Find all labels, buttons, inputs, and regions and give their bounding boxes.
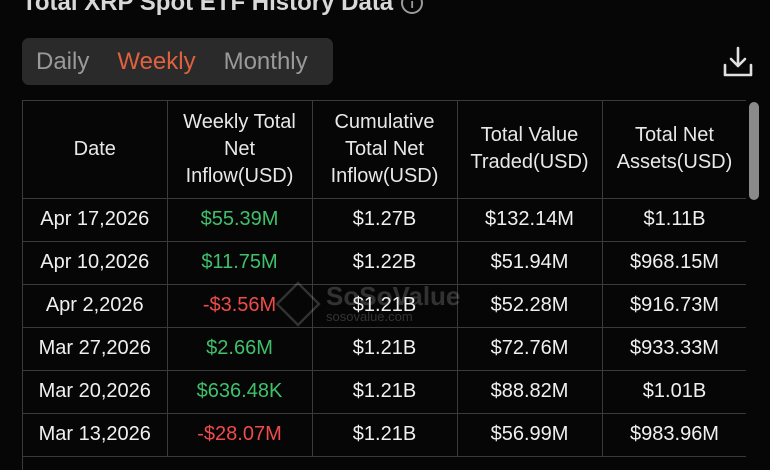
table-row: Mar 27,2026 $2.66M $1.21B $72.76M $933.3… <box>23 327 746 371</box>
history-table: Date Weekly Total Net Inflow(USD) Cumula… <box>22 100 746 470</box>
table-row: Mar 13,2026 -$28.07M $1.21B $56.99M $983… <box>23 413 746 457</box>
info-icon[interactable]: i <box>401 0 424 14</box>
title-row: Total XRP Spot ETF History Data i <box>22 0 424 18</box>
cell-net-assets: $968.15M <box>602 241 746 285</box>
cell-value-traded: $51.94M <box>457 241 603 285</box>
cell-date: Apr 10,2026 <box>23 241 168 285</box>
table-row: Apr 17,2026 $55.39M $1.27B $132.14M $1.1… <box>23 198 746 242</box>
cell-value-traded: $132.14M <box>457 198 603 242</box>
cell-weekly-inflow: -$28.07M <box>167 413 313 457</box>
cell-net-assets: $1.01B <box>602 370 746 414</box>
table-header-row: Date Weekly Total Net Inflow(USD) Cumula… <box>23 101 746 199</box>
cell-cumulative-inflow: $1.21B <box>312 413 458 457</box>
cell-value-traded: $72.76M <box>457 327 603 371</box>
tab-monthly[interactable]: Monthly <box>223 47 308 75</box>
scrollbar-thumb[interactable] <box>749 102 759 200</box>
cell-value-traded: $52.28M <box>457 284 603 328</box>
cell-weekly-inflow: $55.39M <box>167 198 313 242</box>
cell-net-assets: $983.96M <box>602 413 746 457</box>
table-row: Apr 10,2026 $11.75M $1.22B $51.94M $968.… <box>23 241 746 285</box>
cell-net-assets: $916.73M <box>602 284 746 328</box>
cell-net-assets: $933.33M <box>602 327 746 371</box>
cell-date: Apr 2,2026 <box>23 284 168 328</box>
cell-value-traded: $88.82M <box>457 370 603 414</box>
cell-cumulative-inflow: $1.22B <box>312 241 458 285</box>
table-scrollbar[interactable] <box>748 100 760 470</box>
period-tabs: Daily Weekly Monthly <box>22 38 333 85</box>
cell-weekly-inflow: $636.48K <box>167 370 313 414</box>
tab-weekly[interactable]: Weekly <box>117 47 196 75</box>
cell-net-assets: $1.11B <box>602 198 746 242</box>
page-title: Total XRP Spot ETF History Data <box>22 0 394 16</box>
cell-date: Mar 27,2026 <box>23 327 168 371</box>
tab-daily[interactable]: Daily <box>36 47 90 75</box>
table-row: Apr 2,2026 -$3.56M $1.21B $52.28M $916.7… <box>23 284 746 328</box>
download-icon[interactable] <box>720 44 756 80</box>
cell-cumulative-inflow: $1.21B <box>312 370 458 414</box>
cell-weekly-inflow: -$3.56M <box>167 284 313 328</box>
cell-date: Mar 20,2026 <box>23 370 168 414</box>
column-header-cumulative-inflow: Cumulative Total Net Inflow(USD) <box>312 101 458 199</box>
cell-cumulative-inflow: $1.21B <box>312 284 458 328</box>
column-header-net-assets: Total Net Assets(USD) <box>602 101 746 199</box>
cell-weekly-inflow: $2.66M <box>167 327 313 371</box>
table-row: Mar 20,2026 $636.48K $1.21B $88.82M $1.0… <box>23 370 746 414</box>
cell-cumulative-inflow: $1.21B <box>312 327 458 371</box>
column-header-weekly-inflow: Weekly Total Net Inflow(USD) <box>167 101 313 199</box>
column-header-date: Date <box>23 101 168 199</box>
cell-date: Apr 17,2026 <box>23 198 168 242</box>
cell-cumulative-inflow: $1.27B <box>312 198 458 242</box>
column-header-value-traded: Total Value Traded(USD) <box>457 101 603 199</box>
cell-date: Mar 13,2026 <box>23 413 168 457</box>
cell-weekly-inflow: $11.75M <box>167 241 313 285</box>
cell-value-traded: $56.99M <box>457 413 603 457</box>
